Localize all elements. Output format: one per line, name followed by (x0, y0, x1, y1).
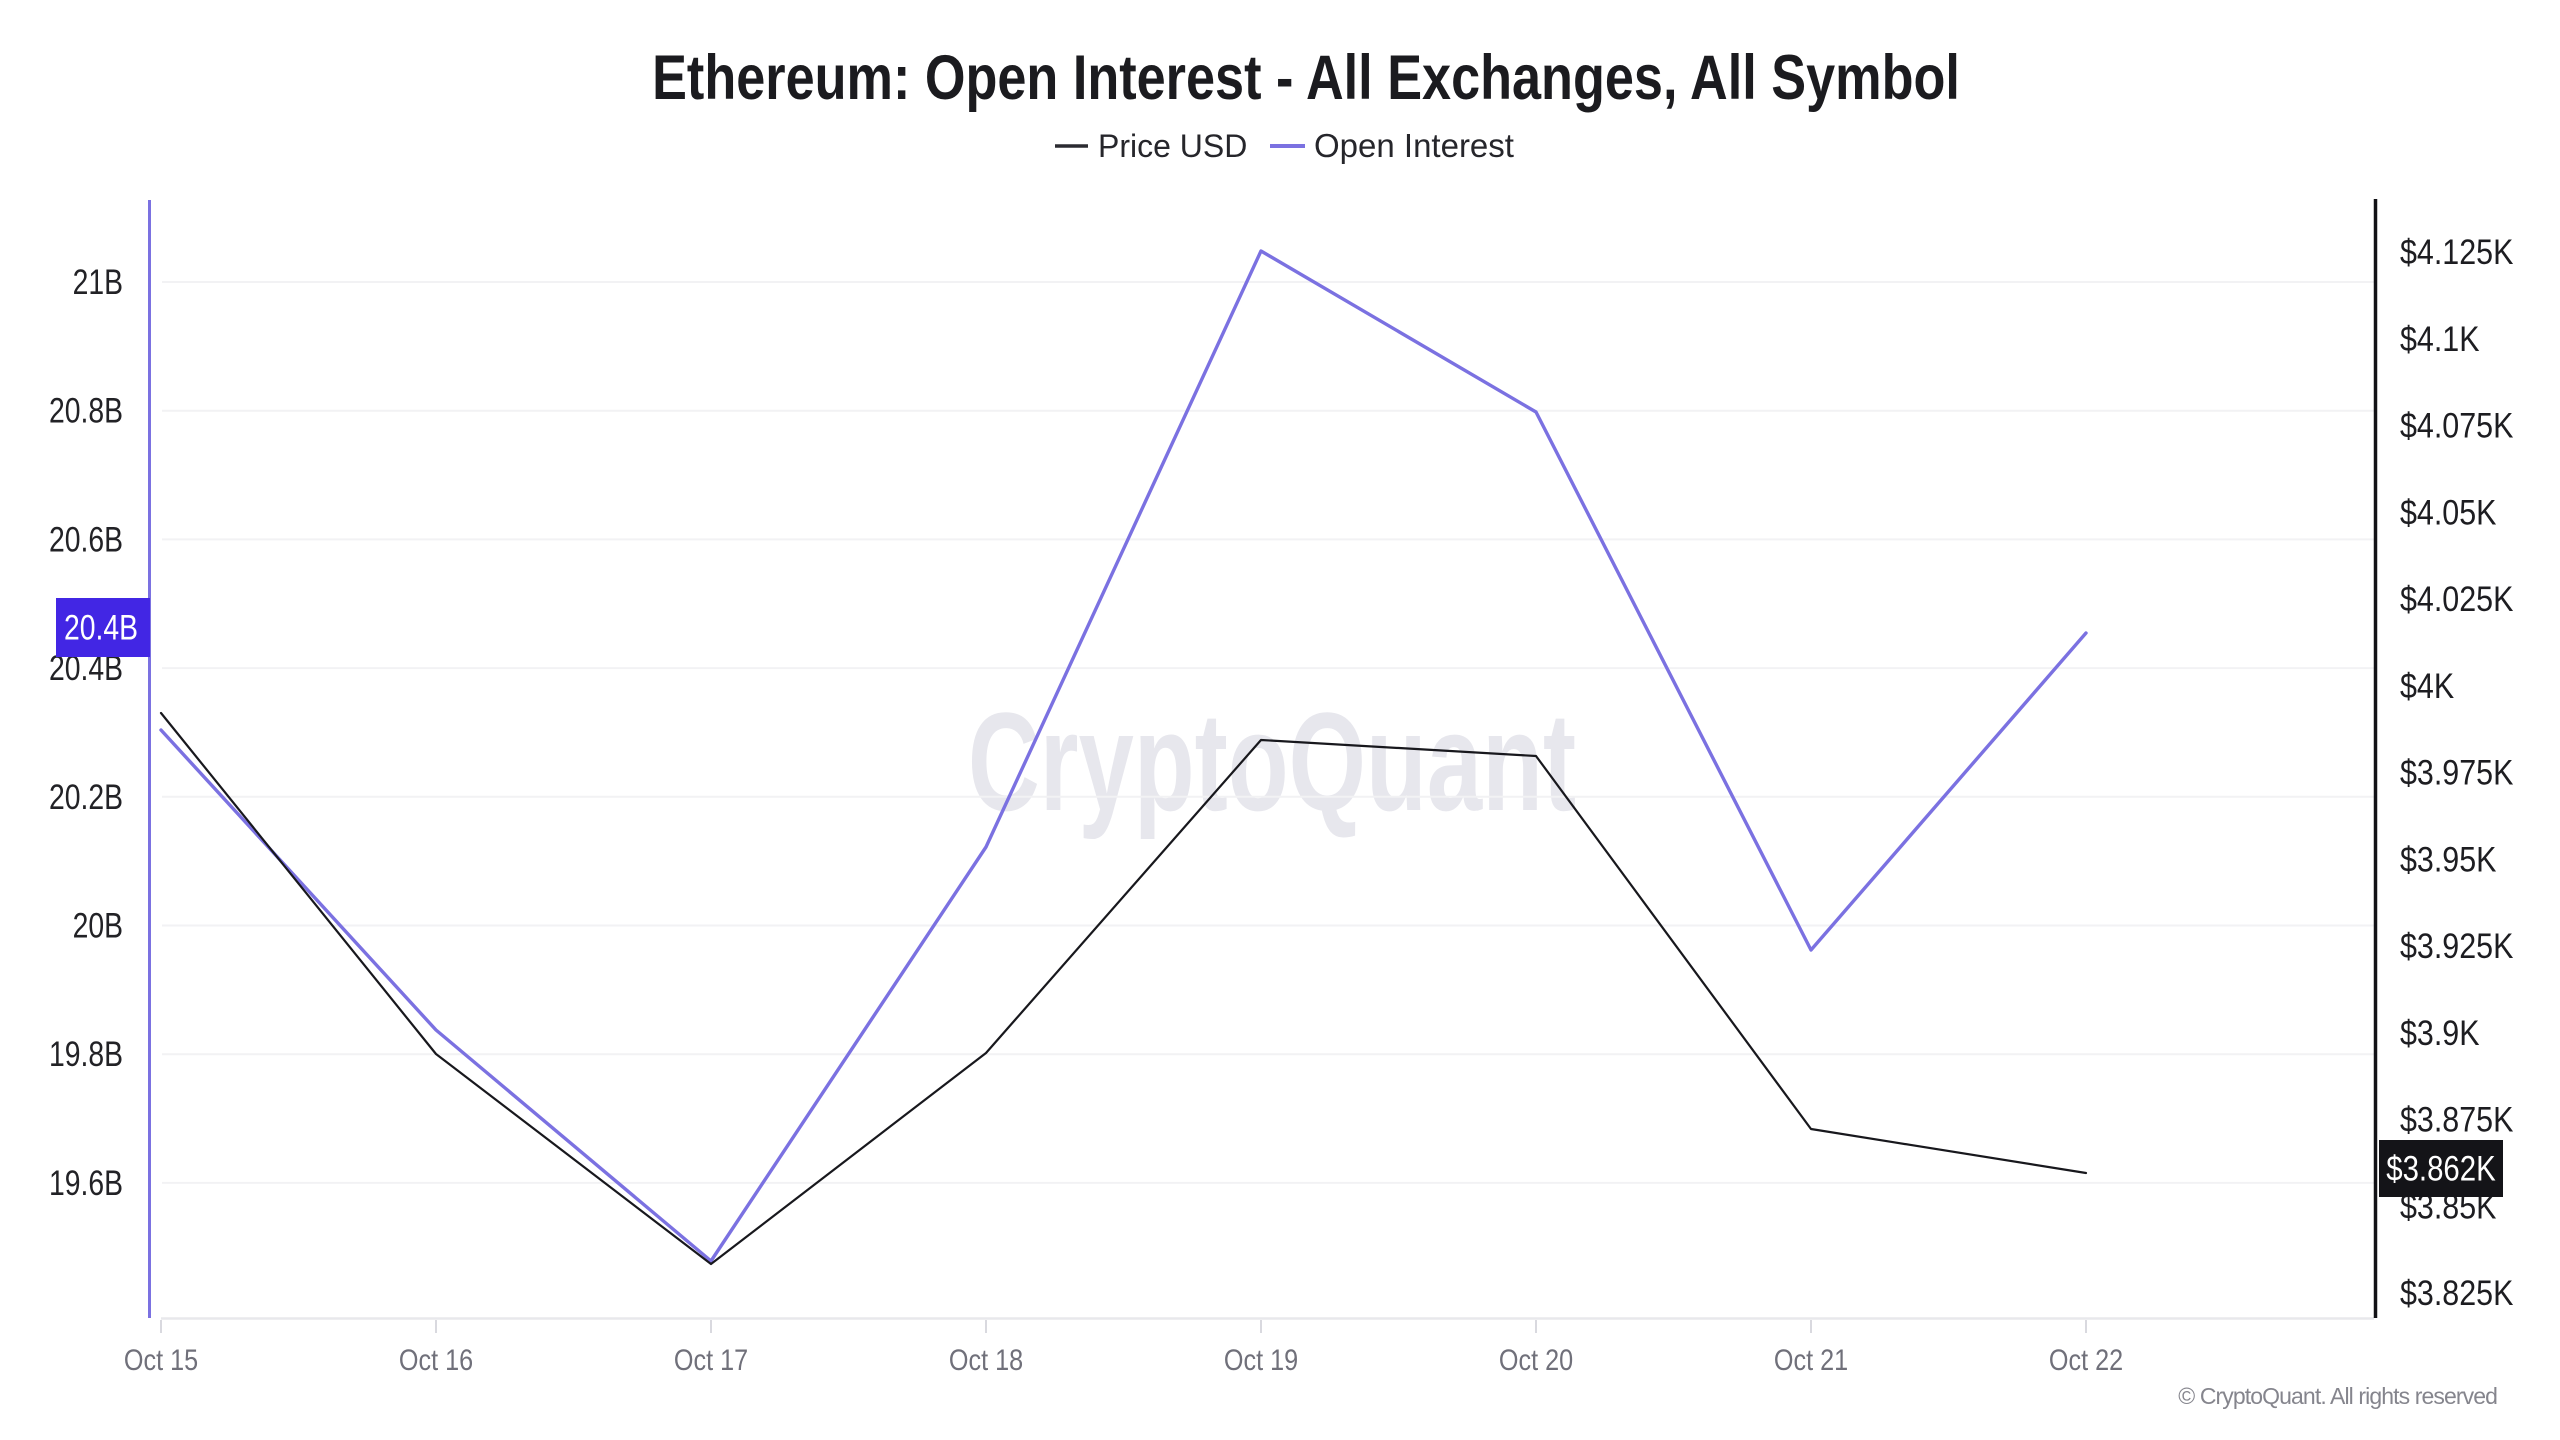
svg-text:$3.825K: $3.825K (2400, 1273, 2514, 1312)
svg-text:Ethereum: Open Interest - All: Ethereum: Open Interest - All Exchanges,… (652, 43, 1960, 113)
svg-text:Oct 21: Oct 21 (1774, 1343, 1848, 1377)
svg-text:$3.975K: $3.975K (2400, 752, 2514, 791)
svg-text:Oct 16: Oct 16 (399, 1343, 473, 1377)
svg-text:19.8B: 19.8B (49, 1034, 123, 1074)
svg-text:$3.862K: $3.862K (2386, 1149, 2496, 1188)
svg-text:$4.025K: $4.025K (2400, 579, 2514, 618)
svg-text:Oct 17: Oct 17 (674, 1343, 748, 1377)
svg-text:19.6B: 19.6B (49, 1163, 123, 1203)
svg-text:20.4B: 20.4B (64, 608, 138, 648)
svg-text:Oct 19: Oct 19 (1224, 1343, 1298, 1377)
svg-text:$4.1K: $4.1K (2400, 319, 2480, 358)
svg-text:$3.95K: $3.95K (2400, 839, 2497, 878)
svg-text:Oct 15: Oct 15 (124, 1343, 198, 1377)
svg-text:$4.125K: $4.125K (2400, 232, 2514, 271)
svg-text:20.6B: 20.6B (49, 520, 123, 560)
svg-text:20B: 20B (73, 906, 123, 946)
svg-text:Open Interest: Open Interest (1314, 127, 1514, 164)
svg-text:CryptoQuant: CryptoQuant (968, 683, 1576, 840)
svg-text:Oct 22: Oct 22 (2049, 1343, 2123, 1377)
svg-text:$4K: $4K (2400, 666, 2454, 705)
svg-text:Oct 20: Oct 20 (1499, 1343, 1573, 1377)
svg-text:21B: 21B (73, 262, 123, 302)
svg-text:$4.075K: $4.075K (2400, 405, 2514, 444)
svg-text:$3.9K: $3.9K (2400, 1013, 2480, 1052)
svg-text:$3.925K: $3.925K (2400, 926, 2514, 965)
svg-text:Oct 18: Oct 18 (949, 1343, 1023, 1377)
svg-text:20.8B: 20.8B (49, 391, 123, 431)
svg-text:Price USD: Price USD (1098, 128, 1247, 164)
svg-text:© CryptoQuant. All rights rese: © CryptoQuant. All rights reserved (2178, 1383, 2497, 1409)
svg-text:$3.875K: $3.875K (2400, 1099, 2514, 1138)
svg-text:$4.05K: $4.05K (2400, 492, 2497, 531)
svg-text:20.2B: 20.2B (49, 777, 123, 817)
